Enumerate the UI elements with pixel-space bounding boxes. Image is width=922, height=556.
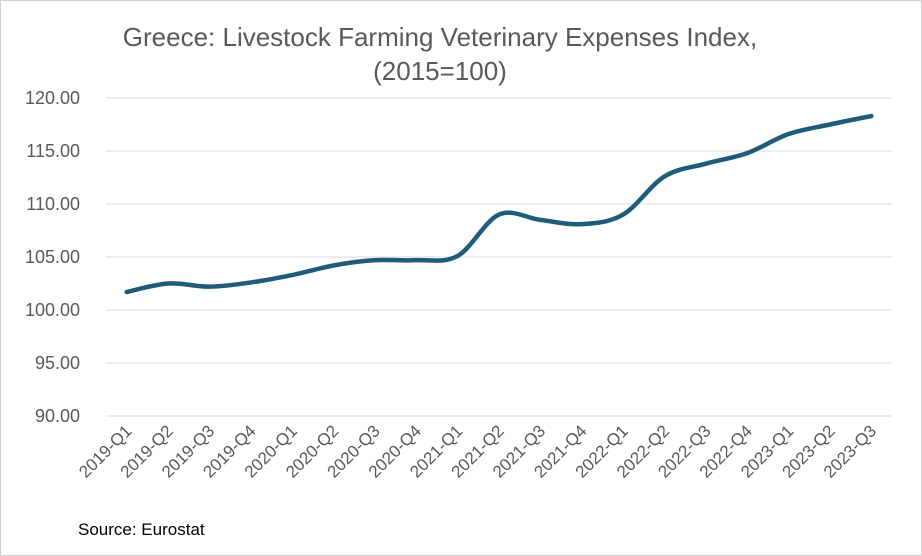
gridlines [106,97,892,417]
data-point [455,253,460,258]
data-point [621,212,626,217]
data-point [662,174,667,179]
data-point [869,114,874,119]
data-point [579,222,584,227]
source-note: Source: Eurostat [78,520,205,539]
data-point [124,289,129,294]
y-tick-label: 105.00 [25,247,80,267]
y-tick-label: 120.00 [25,88,80,108]
y-tick-label: 100.00 [25,300,80,320]
data-point [331,263,336,268]
y-tick-label: 115.00 [26,141,80,161]
x-axis: 2019-Q12019-Q22019-Q32019-Q42020-Q12020-… [75,421,880,481]
data-point [248,280,253,285]
data-point [703,161,708,166]
data-point [290,273,295,278]
data-point [372,258,377,263]
y-axis: 90.00 95.00 100.00 105.00 110.00 115.00 120.00 [25,88,80,426]
chart-title: Greece: Livestock Farming Veterinary Exp… [60,20,820,88]
data-point [786,132,791,137]
y-tick-label: 110.00 [26,194,80,214]
data-point [497,212,501,217]
data-point [827,122,832,127]
data-point [538,217,543,222]
data-point [745,151,750,156]
series-layer [124,113,874,295]
chart-title-line-2: (2015=100) [373,56,507,86]
data-point [207,284,212,289]
y-tick-label: 90.00 [35,406,80,426]
data-point [414,258,419,263]
chart-title-line-1: Greece: Livestock Farming Veterinary Exp… [122,22,758,52]
data-point [166,281,171,286]
y-tick-label: 95.00 [35,353,80,373]
